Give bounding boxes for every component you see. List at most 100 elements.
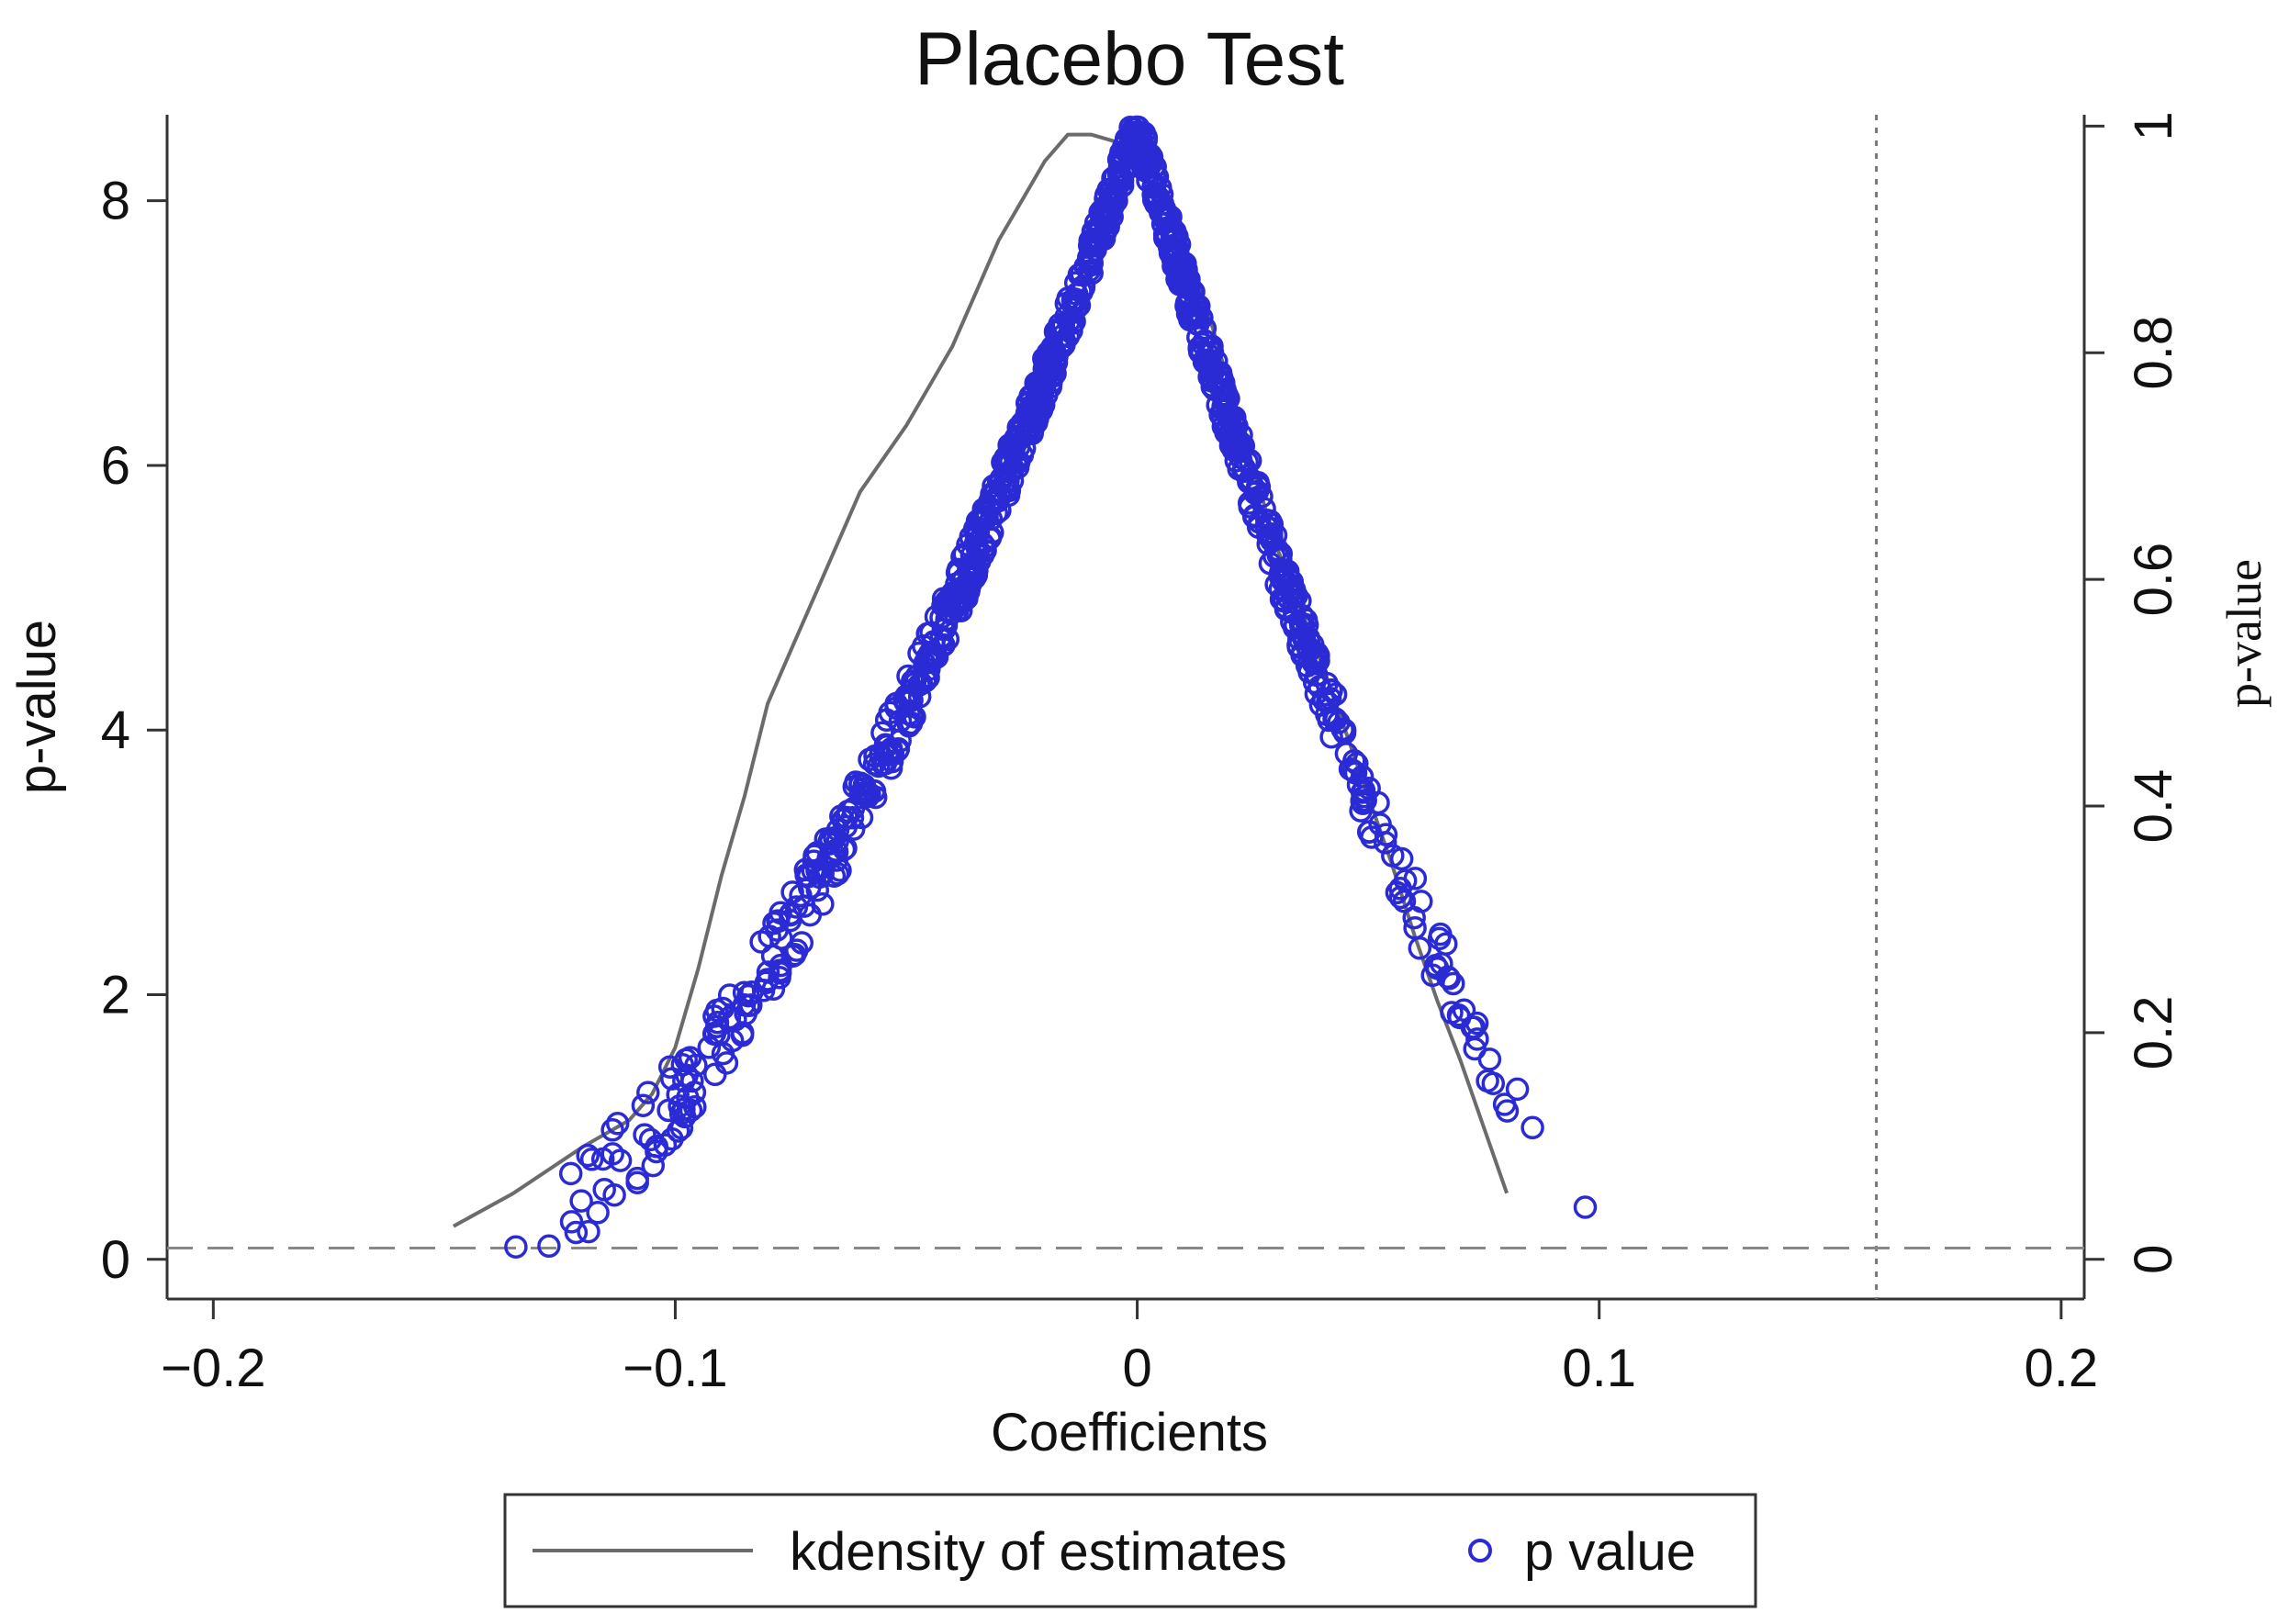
p-value-point bbox=[576, 1143, 600, 1168]
p-value-point bbox=[1246, 470, 1270, 495]
p-value-point bbox=[1187, 335, 1211, 360]
p-value-point bbox=[636, 1081, 660, 1104]
p-value-point bbox=[790, 931, 814, 955]
p-value-point bbox=[1012, 436, 1037, 461]
p-value-point bbox=[932, 633, 956, 657]
y-left-tick-label: 2 bbox=[101, 965, 130, 1025]
p-value-point bbox=[1465, 1027, 1489, 1051]
p-value-point bbox=[863, 744, 887, 768]
y-right-tick-label: 0.2 bbox=[2124, 996, 2183, 1070]
p-value-point bbox=[848, 773, 872, 797]
p-value-point bbox=[605, 1112, 630, 1136]
p-value-point bbox=[852, 777, 877, 801]
p-value-point bbox=[1034, 344, 1059, 369]
p-value-point bbox=[789, 883, 813, 908]
p-value-point bbox=[1345, 752, 1369, 776]
p-value-point bbox=[792, 894, 816, 918]
p-value-point bbox=[749, 930, 773, 954]
p-value-point bbox=[965, 509, 990, 533]
p-value-point bbox=[1164, 240, 1188, 264]
p-value-point bbox=[1070, 262, 1094, 286]
p-value-point bbox=[1126, 115, 1150, 140]
y-right-tick-label: 0.8 bbox=[2124, 316, 2183, 390]
p-value-point bbox=[870, 721, 894, 745]
p-value-point bbox=[1492, 1092, 1517, 1116]
p-value-point bbox=[600, 1118, 624, 1142]
p-value-point bbox=[1052, 333, 1076, 357]
p-value-point bbox=[1460, 1015, 1485, 1039]
p-value-point bbox=[705, 998, 729, 1023]
y-left-tick-label: 4 bbox=[101, 700, 130, 760]
p-value-point bbox=[579, 1148, 604, 1171]
p-value-point bbox=[633, 1123, 656, 1147]
p-value-point bbox=[987, 480, 1012, 505]
p-value-point bbox=[1180, 305, 1205, 330]
p-value-point bbox=[1045, 318, 1070, 342]
p-value-point bbox=[537, 1234, 561, 1259]
p-value-point bbox=[1403, 867, 1428, 890]
p-value-point bbox=[1212, 398, 1236, 422]
p-value-point bbox=[705, 1010, 730, 1035]
p-value-point bbox=[966, 520, 991, 544]
p-value-point bbox=[1423, 953, 1448, 978]
p-value-point bbox=[1330, 717, 1354, 742]
p-value-point bbox=[801, 858, 825, 883]
p-value-point bbox=[1141, 187, 1166, 212]
p-value-point bbox=[862, 779, 887, 803]
p-value-point bbox=[1080, 244, 1104, 268]
p-value-point bbox=[993, 445, 1017, 470]
p-value-point bbox=[825, 829, 849, 854]
p-value-point bbox=[1434, 932, 1458, 956]
y-right-tick-label: 0.6 bbox=[2124, 543, 2183, 617]
p-value-point bbox=[875, 743, 899, 767]
p-value-point bbox=[1427, 926, 1452, 951]
p-value-point bbox=[1287, 627, 1311, 651]
p-value-point bbox=[679, 1098, 703, 1123]
p-value-point bbox=[878, 700, 902, 725]
p-value-point bbox=[1100, 205, 1124, 229]
x-tick-label: 0.1 bbox=[1562, 1338, 1636, 1398]
p-value-point bbox=[559, 1210, 584, 1234]
y-left-tick-label: 0 bbox=[101, 1230, 130, 1290]
p-value-point bbox=[1420, 963, 1444, 988]
y-right-axis-label: p-value bbox=[2216, 559, 2272, 708]
p-value-point bbox=[769, 953, 793, 978]
p-value-point bbox=[1222, 422, 1247, 447]
chart-title: Placebo Test bbox=[914, 17, 1344, 101]
p-value-point bbox=[1351, 791, 1375, 815]
p-value-point bbox=[1308, 693, 1333, 717]
p-value-point bbox=[848, 781, 872, 806]
p-value-point bbox=[1409, 890, 1433, 913]
x-tick-label: −0.1 bbox=[623, 1338, 728, 1398]
p-value-point bbox=[1243, 481, 1267, 505]
x-tick-label: −0.2 bbox=[161, 1338, 266, 1398]
p-value-point bbox=[1342, 748, 1366, 773]
p-value-point bbox=[1286, 635, 1310, 659]
y-left-tick-label: 8 bbox=[101, 172, 130, 231]
p-value-point bbox=[1258, 525, 1282, 550]
p-value-point bbox=[1106, 148, 1131, 172]
p-value-point bbox=[600, 1142, 624, 1166]
p-value-point bbox=[732, 980, 757, 1004]
p-value-point bbox=[825, 818, 850, 842]
y-right-tick-label: 0.4 bbox=[2124, 769, 2183, 844]
p-value-point bbox=[666, 1082, 690, 1107]
p-value-point bbox=[1242, 503, 1267, 528]
x-tick-label: 0.2 bbox=[2025, 1338, 2099, 1398]
p-value-point bbox=[821, 841, 846, 866]
p-value-point bbox=[1368, 812, 1392, 836]
p-value-point bbox=[1477, 1047, 1502, 1071]
p-value-point bbox=[1442, 971, 1465, 996]
y-left-tick-label: 6 bbox=[101, 436, 130, 496]
p-value-point bbox=[1481, 1071, 1506, 1095]
p-value-point bbox=[1224, 449, 1249, 473]
p-value-point bbox=[608, 1148, 633, 1172]
p-value-point bbox=[645, 1135, 669, 1159]
p-value-point bbox=[986, 470, 1011, 495]
p-value-point bbox=[965, 535, 989, 559]
p-value-point bbox=[1132, 151, 1156, 175]
p-value-point bbox=[1177, 288, 1202, 313]
y-left-axis-label: p-value bbox=[7, 620, 67, 794]
legend-label-p-value: p value bbox=[1524, 1522, 1696, 1582]
p-value-point bbox=[1176, 276, 1201, 300]
